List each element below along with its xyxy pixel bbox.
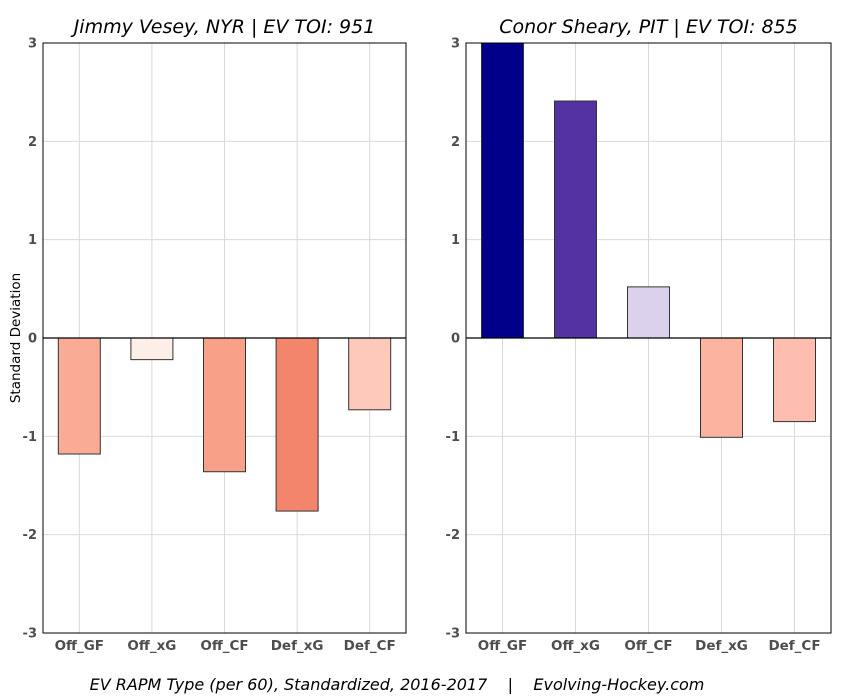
y-axis-label: Standard Deviation — [8, 273, 24, 403]
bar-def-xg — [275, 337, 319, 512]
y-tick-label: 1 — [28, 233, 37, 248]
bar-def-cf — [348, 337, 392, 411]
y-tick-label: 2 — [451, 135, 460, 150]
chart-panel-2: -3 -2 -1 0 1 2 3 Off_GF Off_xG Off_CF Def_xG Def_CF… — [446, 16, 832, 654]
x-tick-label: Off_CF — [200, 638, 248, 654]
bar-off-xg — [554, 100, 597, 339]
y-tick-label: 0 — [451, 332, 460, 347]
y-tick-label: -2 — [446, 528, 460, 543]
x-tick-label: Off_xG — [551, 638, 600, 654]
x-tick-label: Def_xG — [695, 638, 748, 654]
y-tick-label: 3 — [28, 37, 37, 52]
y-tick-label: -1 — [23, 430, 37, 445]
y-tick-label: 2 — [28, 135, 37, 150]
x-tick-label: Def_CF — [344, 638, 396, 654]
bar-off-cf — [203, 337, 246, 473]
panel-title: Jimmy Vesey, NYR | EV TOI: 951 — [70, 16, 376, 38]
bar-def-cf — [773, 337, 816, 423]
x-tick-label: Def_xG — [271, 638, 324, 654]
y-tick-label: 3 — [451, 37, 460, 52]
y-tick-label: 1 — [451, 233, 460, 248]
panel-title: Conor Sheary, PIT | EV TOI: 855 — [499, 16, 798, 38]
figure-caption: EV RAPM Type (per 60), Standardized, 201… — [90, 675, 705, 694]
x-tick-label: Off_xG — [127, 638, 176, 654]
chart-panel-1: -3 -2 -1 0 1 2 3 Off_GF Off_xG Off_CF Def_xG Def_CF… — [8, 16, 407, 654]
bar-off-gf — [57, 337, 101, 455]
x-tick-label: Off_CF — [624, 638, 672, 654]
x-tick-label: Off_GF — [478, 638, 527, 654]
y-tick-label: -2 — [23, 528, 37, 543]
bar-def-xg — [700, 337, 743, 438]
y-tick-label: -3 — [23, 627, 37, 642]
y-tick-label: -3 — [446, 627, 460, 642]
panel-border — [42, 42, 407, 634]
y-tick-label: -1 — [446, 430, 460, 445]
y-tick-label: 0 — [28, 332, 37, 347]
bar-off-cf — [627, 286, 670, 339]
bar-off-xg — [130, 337, 174, 361]
bar-off-gf — [481, 42, 524, 339]
panel-border — [465, 42, 832, 634]
x-tick-label: Def_CF — [768, 638, 820, 654]
x-tick-label: Off_GF — [55, 638, 104, 654]
